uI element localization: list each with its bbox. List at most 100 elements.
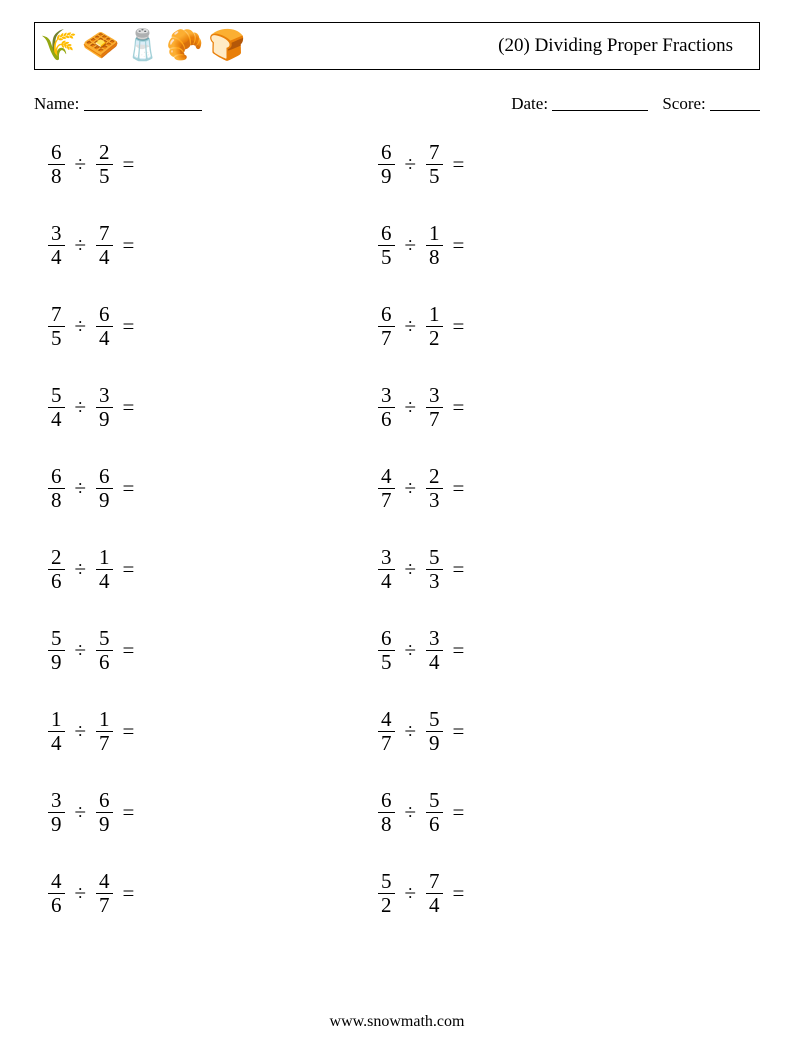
fraction-denominator: 5 — [378, 651, 395, 673]
fraction-numerator: 2 — [426, 466, 443, 488]
fraction-numerator: 3 — [378, 547, 395, 569]
divide-operator: ÷ — [395, 395, 427, 420]
fraction-numerator: 3 — [426, 628, 443, 650]
date-blank — [552, 94, 648, 111]
problem: 14÷17= — [48, 709, 378, 754]
problem: 46÷47= — [48, 871, 378, 916]
fraction: 17 — [96, 709, 113, 754]
meta-name: Name: — [34, 92, 511, 114]
divide-operator: ÷ — [65, 557, 97, 582]
fraction: 23 — [426, 466, 443, 511]
fraction-denominator: 9 — [96, 408, 113, 430]
equals-sign: = — [443, 314, 465, 339]
fraction: 56 — [426, 790, 443, 835]
divide-operator: ÷ — [395, 881, 427, 906]
fraction: 12 — [426, 304, 443, 349]
fraction-denominator: 7 — [378, 327, 395, 349]
fraction: 67 — [378, 304, 395, 349]
equals-sign: = — [443, 233, 465, 258]
fraction-denominator: 4 — [96, 570, 113, 592]
fraction-numerator: 1 — [96, 709, 113, 731]
meta-row: Name: Date: Score: — [34, 92, 760, 114]
fraction-numerator: 6 — [378, 790, 395, 812]
equals-sign: = — [113, 233, 135, 258]
fraction-denominator: 9 — [48, 651, 65, 673]
fraction-numerator: 6 — [378, 223, 395, 245]
fraction-denominator: 5 — [96, 165, 113, 187]
fraction-numerator: 5 — [426, 547, 443, 569]
problems-column-right: 69÷75=65÷18=67÷12=36÷37=47÷23=34÷53=65÷3… — [378, 142, 708, 916]
fraction-denominator: 9 — [378, 165, 395, 187]
fraction: 69 — [378, 142, 395, 187]
equals-sign: = — [443, 395, 465, 420]
fraction-denominator: 5 — [426, 165, 443, 187]
problem: 65÷18= — [378, 223, 708, 268]
fraction: 74 — [96, 223, 113, 268]
equals-sign: = — [443, 881, 465, 906]
problem: 67÷12= — [378, 304, 708, 349]
fraction-denominator: 7 — [96, 894, 113, 916]
fraction-denominator: 4 — [96, 246, 113, 268]
bread-icon: 🍞 — [209, 28, 245, 64]
equals-sign: = — [443, 557, 465, 582]
fraction-numerator: 6 — [48, 466, 65, 488]
fraction-denominator: 8 — [378, 813, 395, 835]
fraction-numerator: 4 — [96, 871, 113, 893]
header-box: 🌾🧇🧂🥐🍞 (20) Dividing Proper Fractions — [34, 22, 760, 70]
equals-sign: = — [113, 719, 135, 744]
problem: 34÷53= — [378, 547, 708, 592]
divide-operator: ÷ — [65, 476, 97, 501]
fraction-denominator: 2 — [378, 894, 395, 916]
fraction-denominator: 6 — [48, 570, 65, 592]
problem: 68÷56= — [378, 790, 708, 835]
fraction-denominator: 4 — [426, 651, 443, 673]
divide-operator: ÷ — [65, 638, 97, 663]
fraction: 18 — [426, 223, 443, 268]
fraction: 59 — [48, 628, 65, 673]
problem: 65÷34= — [378, 628, 708, 673]
fraction: 14 — [96, 547, 113, 592]
fraction-denominator: 2 — [426, 327, 443, 349]
problem: 59÷56= — [48, 628, 378, 673]
fraction-numerator: 5 — [48, 385, 65, 407]
problem: 68÷25= — [48, 142, 378, 187]
date-label: Date: — [511, 94, 548, 113]
fraction: 65 — [378, 628, 395, 673]
fraction-numerator: 4 — [48, 871, 65, 893]
footer-url: www.snowmath.com — [0, 1013, 794, 1031]
fraction-denominator: 3 — [426, 570, 443, 592]
fraction: 54 — [48, 385, 65, 430]
fraction-numerator: 2 — [96, 142, 113, 164]
problem: 75÷64= — [48, 304, 378, 349]
name-blank — [84, 94, 202, 111]
fraction-numerator: 3 — [426, 385, 443, 407]
fraction-denominator: 6 — [426, 813, 443, 835]
fraction-denominator: 4 — [96, 327, 113, 349]
fraction: 56 — [96, 628, 113, 673]
fraction-numerator: 3 — [96, 385, 113, 407]
score-label: Score: — [662, 94, 705, 113]
worksheet-title: (20) Dividing Proper Fractions — [498, 35, 743, 57]
fraction: 75 — [48, 304, 65, 349]
fraction: 64 — [96, 304, 113, 349]
mixer-icon: 🧇 — [83, 28, 119, 64]
fraction: 52 — [378, 871, 395, 916]
fraction-numerator: 6 — [96, 466, 113, 488]
name-label: Name: — [34, 94, 79, 113]
fraction: 14 — [48, 709, 65, 754]
fraction-denominator: 8 — [426, 246, 443, 268]
fraction: 75 — [426, 142, 443, 187]
fraction-numerator: 7 — [96, 223, 113, 245]
divide-operator: ÷ — [395, 152, 427, 177]
fraction-denominator: 9 — [426, 732, 443, 754]
fraction-denominator: 7 — [426, 408, 443, 430]
fraction: 68 — [378, 790, 395, 835]
divide-operator: ÷ — [65, 881, 97, 906]
divide-operator: ÷ — [395, 557, 427, 582]
equals-sign: = — [443, 638, 465, 663]
fraction: 34 — [48, 223, 65, 268]
fraction-numerator: 5 — [426, 790, 443, 812]
equals-sign: = — [113, 152, 135, 177]
fraction-numerator: 5 — [48, 628, 65, 650]
fraction: 65 — [378, 223, 395, 268]
